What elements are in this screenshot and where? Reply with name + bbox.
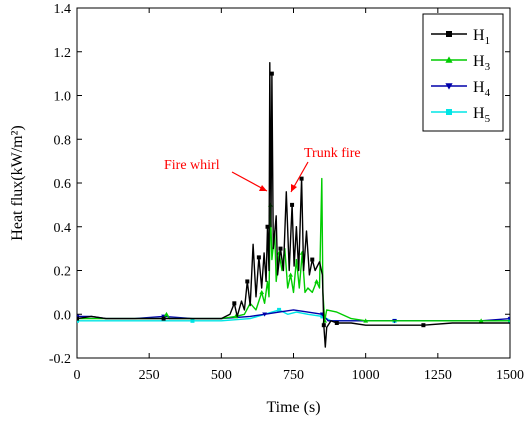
series-marker <box>288 272 294 277</box>
x-tick-label: 250 <box>139 368 160 383</box>
x-tick-label: 1000 <box>352 368 380 383</box>
series-h3 <box>77 177 510 323</box>
axes-layer: 0 250 500 750 1000 1250 1500 -0.2 0.0 0.2 0.4 0.6 0.… <box>49 2 524 383</box>
series-layer <box>77 62 510 348</box>
series-marker <box>334 321 339 325</box>
series-marker <box>310 257 315 262</box>
annotation-trunk-fire-arrowhead <box>291 184 297 192</box>
y-tick-label: 0.8 <box>54 133 72 148</box>
annotation-trunk-fire: Trunk fire <box>304 146 361 161</box>
y-tick-label: 1.2 <box>54 46 72 61</box>
y-tick-label: 0.2 <box>54 265 72 280</box>
series-marker <box>507 316 510 322</box>
series-line <box>77 177 510 322</box>
series-line <box>77 62 510 348</box>
series-marker <box>446 109 452 115</box>
x-axis-label: Time (s) <box>266 399 320 416</box>
series-marker <box>161 316 166 321</box>
y-axis-label: Heat flux(kW/m²) <box>9 125 26 240</box>
y-tick-label: 1.4 <box>54 2 72 17</box>
legend-label: H3 <box>473 53 491 73</box>
series-marker <box>277 307 282 312</box>
annotation-layer: Fire whirl Trunk fire <box>164 146 361 193</box>
series-marker <box>233 314 239 319</box>
y-tick-label: 0.6 <box>54 177 72 192</box>
legend-label: H1 <box>473 27 490 47</box>
series-marker <box>321 323 326 328</box>
series-h1 <box>77 62 510 348</box>
legend-box <box>422 13 504 132</box>
x-tick-label: 0 <box>74 368 81 383</box>
series-marker <box>363 318 369 323</box>
series-marker <box>290 202 295 207</box>
series-marker <box>262 312 268 317</box>
series-marker <box>299 176 304 181</box>
y-tick-label: 0.0 <box>54 308 72 323</box>
legend-label: H4 <box>473 79 491 99</box>
annotation-fire-whirl-arrowhead <box>259 185 267 191</box>
series-marker <box>190 318 195 323</box>
x-tick-label: 1500 <box>496 368 524 383</box>
x-tick-label: 500 <box>211 368 232 383</box>
series-marker <box>421 323 426 328</box>
y-tick-label: 0.4 <box>54 221 72 236</box>
y-tick-label: 1.0 <box>54 90 72 105</box>
series-marker <box>265 224 270 229</box>
series-marker <box>445 83 453 90</box>
x-tick-label: 750 <box>283 368 304 383</box>
series-marker <box>478 318 484 323</box>
annotation-fire-whirl: Fire whirl <box>164 158 220 173</box>
legend-label: H5 <box>473 105 491 125</box>
series-marker <box>445 56 453 63</box>
legend: H1 H3 H4 H5 <box>422 13 504 132</box>
series-marker <box>164 311 169 317</box>
series-marker <box>245 279 250 284</box>
series-marker <box>256 255 261 260</box>
y-tick-label: -0.2 <box>49 352 71 367</box>
series-marker <box>314 279 319 284</box>
x-tick-label: 1250 <box>424 368 452 383</box>
series-marker <box>232 301 237 306</box>
series-marker <box>77 318 79 323</box>
series-marker <box>77 316 79 321</box>
series-marker <box>269 71 274 76</box>
series-marker <box>259 289 265 295</box>
series-marker <box>278 246 283 251</box>
series-marker <box>446 31 452 37</box>
